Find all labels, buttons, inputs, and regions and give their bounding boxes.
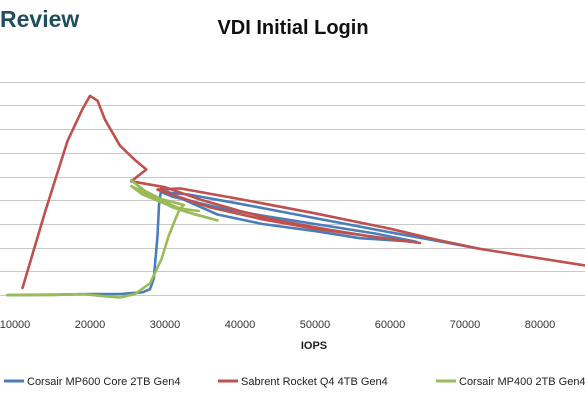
x-tick-label: 60000 — [375, 319, 406, 331]
x-axis-ticks: 10000 20000 30000 40000 50000 60000 70000 80000 — [0, 319, 555, 331]
chart-title: VDI Initial Login — [217, 17, 368, 39]
series-line-2 — [21, 94, 585, 290]
x-tick-label: 10000 — [0, 319, 30, 331]
x-tick-label: 20000 — [75, 319, 106, 331]
x-tick-label: 50000 — [300, 319, 331, 331]
legend: Corsair MP600 Core 2TB Gen4 Sabrent Rocke… — [4, 376, 585, 388]
legend-label-2: Sabrent Rocket Q4 4TB Gen4 — [241, 376, 388, 388]
brand-logo-text: Review — [0, 6, 79, 32]
gridlines — [0, 82, 585, 296]
series-line-3 — [6, 178, 219, 299]
x-tick-label: 30000 — [150, 319, 181, 331]
legend-label-3: Corsair MP400 2TB Gen4 — [459, 376, 585, 388]
series-line-1 — [6, 187, 482, 297]
x-axis-label: IOPS — [301, 340, 327, 352]
legend-label-1: Corsair MP600 Core 2TB Gen4 — [27, 376, 180, 388]
x-tick-label: 40000 — [225, 319, 256, 331]
series-group — [6, 94, 585, 299]
x-tick-label: 80000 — [525, 319, 556, 331]
x-tick-label: 70000 — [450, 319, 481, 331]
